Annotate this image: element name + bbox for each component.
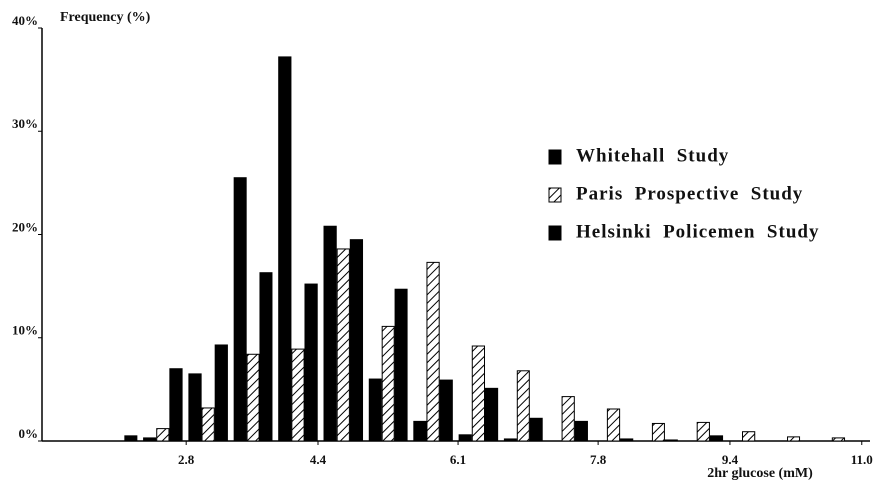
- bar: [381, 325, 395, 442]
- bar: [664, 439, 678, 442]
- bar: [574, 420, 588, 442]
- bar: [471, 345, 486, 442]
- bar: [156, 428, 170, 442]
- legend-label: Paris Prospective Study: [576, 183, 803, 204]
- x-tick-label: 2.8: [178, 452, 195, 467]
- y-tick-label: 40%: [12, 13, 38, 28]
- bar: [426, 261, 440, 442]
- bar: [246, 353, 260, 442]
- bar: [413, 420, 427, 442]
- legend-label: Helsinki Policemen Study: [576, 221, 819, 242]
- bar: [516, 370, 530, 442]
- bar: [143, 437, 157, 442]
- y-tick-label: 0%: [19, 426, 39, 441]
- x-axis-label: 2hr glucose (mM): [707, 466, 813, 481]
- y-tick-label: 30%: [12, 116, 38, 131]
- bar: [394, 288, 408, 442]
- bar: [787, 436, 801, 442]
- bar: [651, 422, 665, 442]
- bar: [484, 387, 499, 442]
- bar: [291, 348, 305, 442]
- bar: [323, 225, 337, 442]
- x-tick-label: 11.0: [851, 452, 873, 467]
- bar: [349, 239, 364, 442]
- bar: [458, 434, 472, 442]
- x-tick-label: 9.4: [722, 452, 739, 467]
- bar: [169, 368, 183, 442]
- bar: [368, 378, 382, 442]
- y-tick-label: 10%: [12, 323, 38, 338]
- bar: [439, 379, 453, 442]
- y-tick-label: 20%: [12, 219, 38, 234]
- x-tick-label: 4.4: [310, 452, 327, 467]
- bar: [304, 283, 318, 442]
- bar: [233, 177, 247, 442]
- bar: [709, 435, 724, 442]
- legend-swatch: [548, 187, 562, 203]
- x-tick-label: 7.8: [590, 452, 607, 467]
- bar: [696, 421, 710, 442]
- bar: [831, 437, 846, 442]
- bar: [561, 396, 575, 442]
- y-axis-label: Frequency (%): [60, 10, 151, 25]
- bar: [336, 248, 350, 442]
- bar: [620, 438, 634, 442]
- bar: [214, 344, 228, 442]
- x-tick-label: 6.1: [450, 452, 466, 467]
- bar: [188, 373, 202, 442]
- bar: [259, 272, 273, 442]
- legend-swatch: [548, 225, 562, 241]
- bar: [278, 56, 292, 442]
- legend-label: Whitehall Study: [576, 145, 729, 166]
- bar: [201, 407, 215, 442]
- bar: [529, 417, 543, 442]
- bar: [124, 435, 138, 442]
- bar: [606, 408, 621, 442]
- legend-swatch: [548, 149, 562, 165]
- bar: [503, 438, 517, 442]
- bar: [742, 431, 756, 442]
